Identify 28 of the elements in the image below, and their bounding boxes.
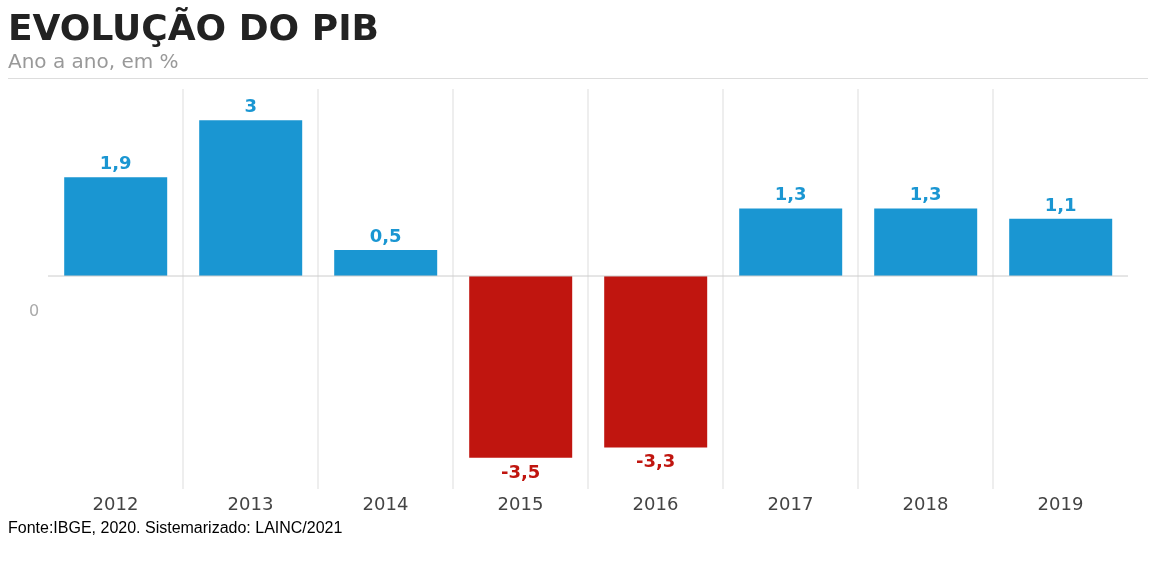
bar	[739, 208, 843, 277]
x-tick-label: 2017	[767, 492, 814, 514]
data-label: 0,5	[369, 225, 402, 247]
x-tick-label: 2012	[92, 492, 139, 514]
bar	[469, 276, 573, 458]
data-label: 1,1	[1044, 193, 1077, 215]
chart-title: EVOLUÇÃO DO PIB	[8, 7, 380, 48]
data-label: 1,3	[774, 183, 807, 205]
data-label: 1,9	[99, 152, 132, 174]
x-tick-label: 2015	[497, 492, 544, 514]
text: 0	[28, 301, 40, 321]
bar	[874, 208, 978, 277]
x-tick-label: 2019	[1037, 492, 1084, 514]
data-label: 3	[244, 95, 257, 117]
x-tick-label: 2018	[902, 492, 949, 514]
chart-subtitle: Ano a ano, em %	[8, 48, 1148, 79]
bar	[604, 276, 708, 448]
x-tick-label: 2014	[362, 492, 409, 514]
data-label: 1,3	[909, 183, 942, 205]
bar	[1009, 218, 1113, 277]
bar	[199, 120, 303, 277]
data-label: -3,3	[636, 450, 676, 472]
x-tick-label: 2016	[632, 492, 679, 514]
bar	[64, 177, 168, 277]
source-note: Fonte:IBGE, 2020. Sistemarizado: LAINC/2021	[8, 519, 344, 537]
bar	[334, 250, 438, 277]
x-tick-label: 2013	[227, 492, 274, 514]
data-label: -3,5	[501, 460, 541, 482]
